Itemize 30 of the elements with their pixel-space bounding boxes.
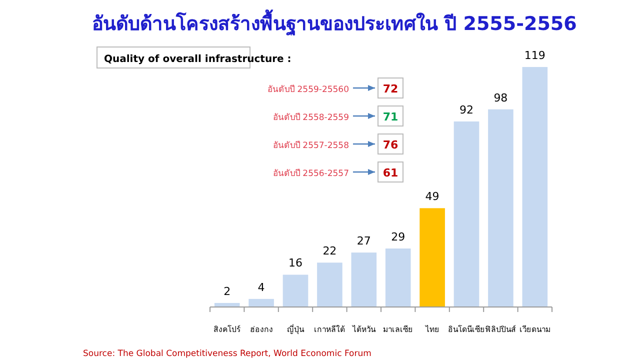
annotation: อันดับปี 2557-2558 <box>272 140 349 151</box>
bar <box>488 109 514 307</box>
annotation: อันดับปี 2558-2559 <box>272 112 349 123</box>
data-label: 98 <box>494 91 508 104</box>
annotation: อันดับปี 2556-2557 <box>272 168 349 179</box>
data-label: 119 <box>524 49 546 62</box>
data-label: 22 <box>322 244 337 258</box>
chart-title: อันดับด้านโครงสร้างพื้นฐานของประเทศใน ปี 2555-2556 <box>92 9 577 37</box>
annotation: 61 <box>382 166 398 180</box>
annotation: 72 <box>382 82 398 96</box>
data-label: 16 <box>288 256 302 270</box>
bar <box>248 298 274 307</box>
data-label: 27 <box>356 234 371 248</box>
source-note: Source: The Global Competitiveness Report, World Economic Forum <box>83 349 372 359</box>
data-label: 2 <box>224 284 231 298</box>
data-label: 29 <box>391 230 406 244</box>
bar <box>522 67 548 307</box>
bar <box>317 262 342 307</box>
bar <box>420 208 445 307</box>
bar <box>454 121 480 307</box>
bar <box>385 248 411 307</box>
text: Quality of overall infrastructure : <box>104 54 292 65</box>
bar <box>351 252 377 307</box>
data-label: 4 <box>258 280 265 294</box>
annotation: อันดับปี 2559-25560 <box>268 84 349 95</box>
data-label: 49 <box>425 190 440 204</box>
bar <box>282 274 308 307</box>
annotation: 76 <box>382 138 398 152</box>
annotation: 71 <box>382 110 398 124</box>
data-label: 92 <box>460 103 474 116</box>
